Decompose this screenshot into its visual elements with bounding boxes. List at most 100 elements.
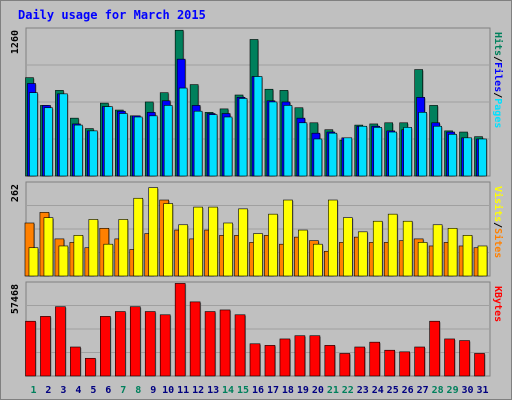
legend-separator: / [492, 222, 503, 228]
bar-pages [448, 134, 457, 177]
bar-kbytes [189, 301, 201, 377]
bar-kbytes [40, 316, 51, 377]
x-tick-label: 23 [357, 385, 369, 396]
bar-sites [118, 219, 129, 277]
bar-kbytes [279, 338, 291, 377]
bar-kbytes [174, 283, 186, 377]
bar-sites [313, 243, 323, 277]
x-tick-label: 8 [135, 385, 141, 396]
x-tick-label: 26 [402, 385, 414, 396]
x-tick-label: 27 [417, 385, 429, 396]
x-tick-label: 25 [387, 385, 399, 396]
bar-kbytes [70, 346, 81, 377]
bar-sites [402, 220, 413, 277]
bar-pages [268, 101, 278, 177]
bar-pages [163, 105, 173, 177]
legend-separator: / [492, 56, 503, 62]
bar-sites [73, 235, 84, 277]
x-tick-label: 14 [222, 385, 234, 396]
bar-kbytes [100, 316, 111, 377]
bar-pages [343, 137, 353, 177]
bar-kbytes [384, 349, 396, 377]
x-tick-label: 12 [192, 385, 204, 396]
legend-item-hits: Hits [492, 32, 504, 56]
bar-sites [432, 224, 443, 277]
bar-sites [298, 229, 308, 277]
bar-kbytes [159, 314, 171, 377]
bar-pages [433, 125, 442, 177]
panel-legend: Hits/Files/Pages [492, 32, 504, 128]
bar-sites [328, 199, 338, 277]
bar-pages [193, 110, 203, 177]
panel-traffic: 1260 Hits/Files/Pages [10, 27, 504, 177]
bar-kbytes [324, 345, 336, 377]
x-tick-label: 31 [476, 385, 488, 396]
x-tick-label: 13 [207, 385, 219, 396]
bar-sites [148, 187, 159, 277]
x-tick-label: 1 [30, 385, 36, 396]
x-tick-label: 17 [267, 385, 279, 396]
bar-kbytes [85, 357, 96, 377]
legend-item-files: Files [492, 62, 504, 92]
x-tick-label: 19 [297, 385, 309, 396]
panel-max-label: 262 [10, 184, 21, 202]
x-tick-label: 30 [462, 385, 474, 396]
bar-kbytes [309, 335, 321, 377]
bar-pages [178, 87, 188, 177]
bar-kbytes [55, 306, 66, 377]
bar-pages [59, 93, 68, 177]
bar-pages [133, 116, 143, 177]
bar-sites [193, 206, 203, 277]
x-tick-label: 4 [75, 385, 81, 396]
bar-pages [148, 115, 158, 177]
x-axis-labels: 1 2 3 4 5 6 7 8 9 10 11 12 13 14 15 16 17 18 19 20 21 22 23 24 2… [30, 385, 488, 396]
x-tick-label: 20 [312, 385, 324, 396]
x-tick-label: 5 [90, 385, 96, 396]
bar-kbytes [294, 335, 306, 377]
x-tick-label: 21 [327, 385, 339, 396]
bar-kbytes [429, 320, 440, 377]
panel-visitors: 262 Visits/Sites [10, 181, 504, 277]
bar-sites [238, 208, 248, 277]
bar-pages [74, 124, 83, 177]
bar-pages [373, 127, 383, 177]
bar-sites [223, 222, 233, 277]
x-tick-label: 16 [252, 385, 264, 396]
x-tick-label: 2 [45, 385, 51, 396]
chart-title: Daily usage for March 2015 [18, 8, 206, 22]
bar-pages [403, 127, 412, 177]
legend-item-kbytes: KBytes [492, 286, 503, 322]
x-tick-label: 6 [105, 385, 111, 396]
bar-sites [343, 217, 353, 277]
bar-sites [133, 197, 144, 277]
bar-sites [462, 235, 473, 277]
bar-sites [447, 227, 458, 277]
bar-pages [104, 106, 113, 177]
bar-sites [417, 242, 428, 277]
bar-pages [223, 116, 233, 177]
bar-pages [418, 112, 427, 177]
bar-pages [208, 114, 218, 177]
bar-sites [208, 206, 218, 277]
bar-sites [103, 243, 114, 277]
bar-sites [268, 213, 278, 277]
bar-kbytes [444, 338, 455, 377]
bar-sites [178, 224, 188, 277]
bar-kbytes [354, 346, 366, 377]
x-tick-label: 24 [372, 385, 384, 396]
x-tick-label: 3 [60, 385, 66, 396]
bar-kbytes [114, 311, 126, 377]
bar-sites [58, 245, 69, 277]
bar-pages [238, 98, 248, 177]
bar-kbytes [264, 345, 276, 377]
x-tick-label: 10 [162, 385, 174, 396]
bar-sites [253, 233, 263, 277]
legend-item-sites: Sites [492, 228, 504, 258]
bar-sites [477, 245, 488, 277]
x-tick-label: 22 [342, 385, 354, 396]
bar-kbytes [474, 353, 485, 377]
bar-kbytes [459, 340, 470, 377]
bar-kbytes [399, 351, 410, 377]
bar-sites [372, 220, 383, 277]
